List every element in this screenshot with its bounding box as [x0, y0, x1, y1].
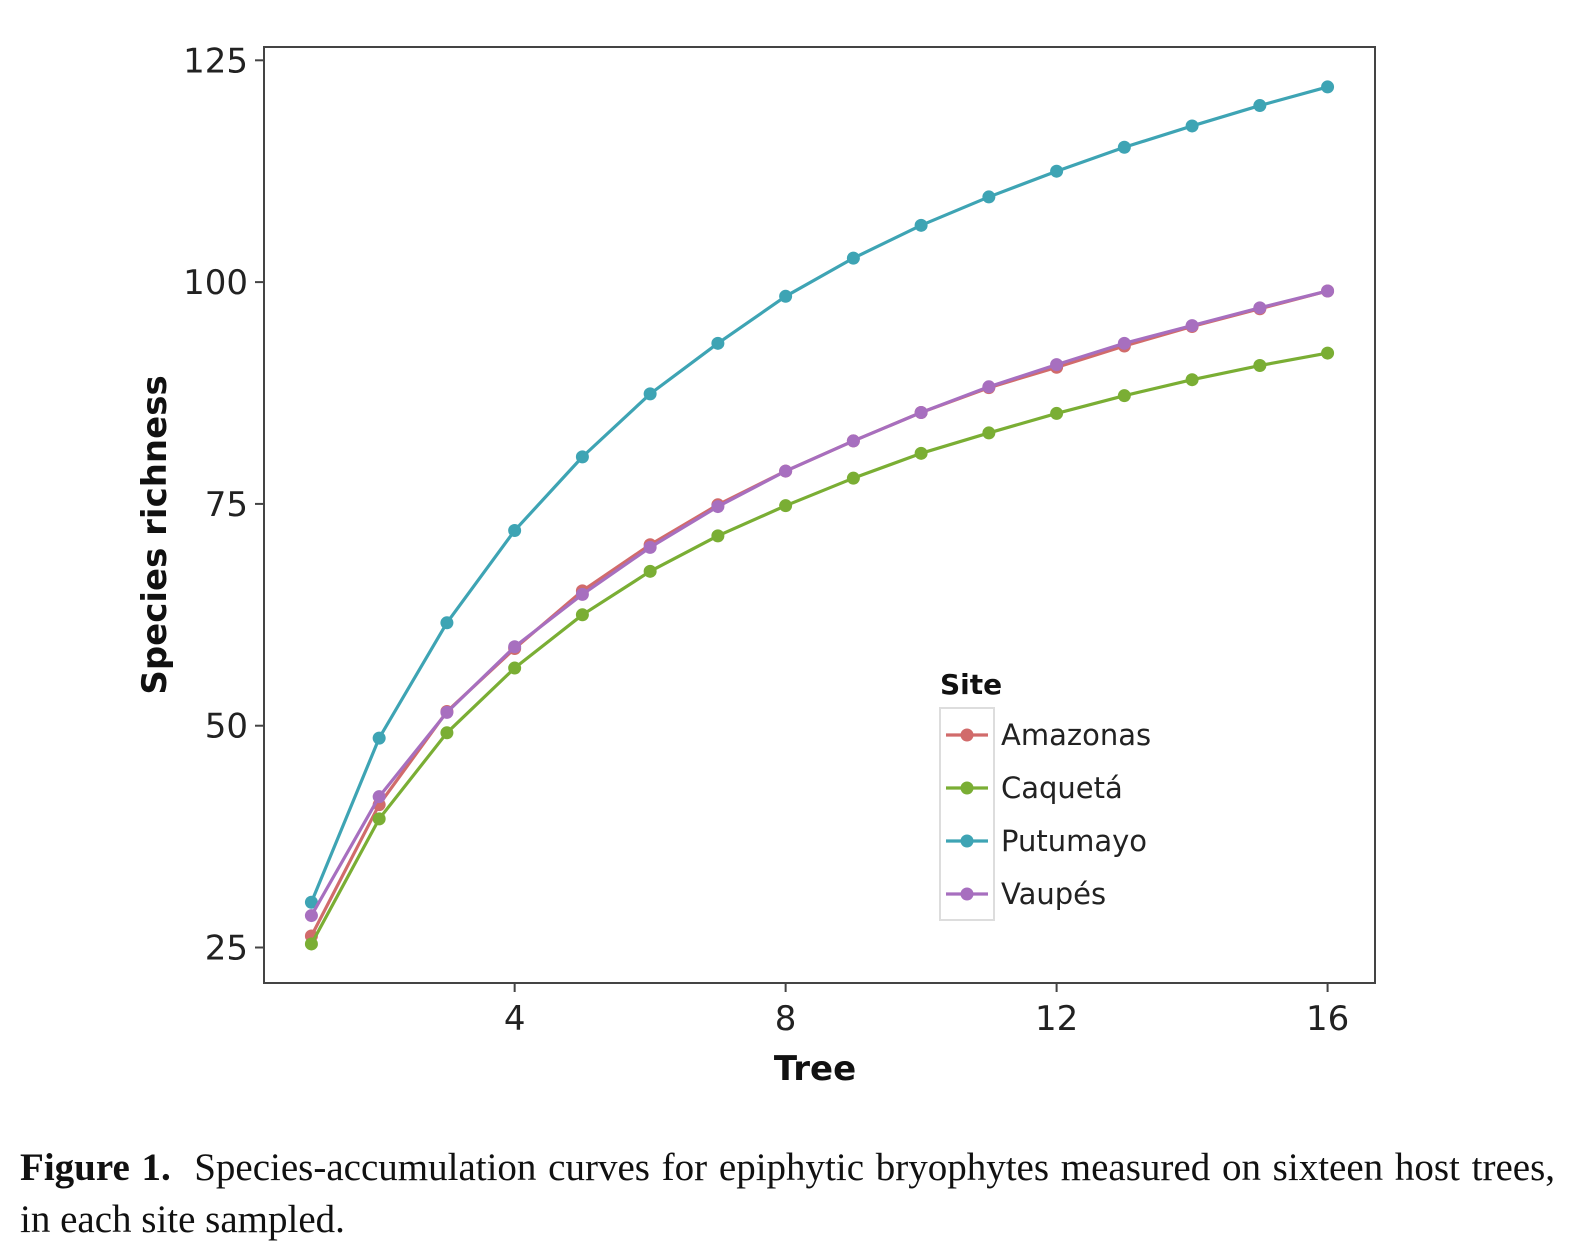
data-point: [982, 380, 996, 394]
data-point: [304, 895, 318, 909]
caption-text: Species-accumulation curves for epiphyti…: [20, 1146, 1555, 1241]
data-point: [372, 731, 386, 745]
data-point: [372, 812, 386, 826]
data-point: [846, 434, 860, 448]
data-point: [1050, 358, 1064, 372]
data-point: [1253, 99, 1267, 113]
legend-item: Amazonas: [946, 718, 1151, 752]
data-point: [846, 251, 860, 265]
series-vaupes: [304, 284, 1335, 923]
data-point: [1253, 359, 1267, 373]
legend-key-point: [960, 781, 974, 795]
data-point: [914, 406, 928, 420]
data-point: [1185, 319, 1199, 333]
data-point: [575, 608, 589, 622]
series-caqueta: [304, 346, 1335, 951]
y-tick-label: 75: [205, 485, 248, 525]
data-point: [643, 540, 657, 554]
legend-key-box: [939, 707, 995, 921]
series-layer: [304, 80, 1335, 951]
data-point: [1321, 80, 1335, 94]
data-point: [575, 450, 589, 464]
data-point: [779, 499, 793, 513]
data-point: [1117, 389, 1131, 403]
x-tick-label: 16: [1306, 999, 1349, 1039]
data-point: [711, 500, 725, 514]
data-point: [1050, 164, 1064, 178]
data-point: [914, 446, 928, 460]
legend: Site Amazonas Caquetá Putumayo Vaupés: [939, 668, 1151, 921]
series-line: [310, 289, 1328, 917]
series-line: [310, 351, 1328, 945]
x-tick-label: 4: [504, 999, 526, 1039]
data-point: [304, 937, 318, 951]
data-point: [1321, 284, 1335, 298]
x-tick-label: 8: [775, 999, 797, 1039]
caption-label: Figure 1.: [20, 1146, 171, 1189]
data-point: [982, 190, 996, 204]
data-point: [1185, 119, 1199, 133]
x-axis: 4 8 12 16: [504, 983, 1349, 1039]
plot-panel: [263, 46, 1376, 984]
y-tick-label: 50: [205, 707, 248, 747]
legend-item: Vaupés: [946, 877, 1106, 911]
legend-key-point: [960, 728, 974, 742]
legend-title: Site: [940, 668, 1002, 701]
legend-label: Vaupés: [1001, 877, 1106, 911]
legend-key-point: [960, 887, 974, 901]
data-point: [508, 524, 522, 538]
data-point: [440, 616, 454, 630]
x-tick-label: 12: [1035, 999, 1078, 1039]
data-point: [440, 705, 454, 719]
series-putumayo: [304, 80, 1335, 909]
data-point: [643, 564, 657, 578]
legend-label: Caquetá: [1001, 771, 1123, 805]
data-point: [982, 426, 996, 440]
data-point: [1321, 346, 1335, 360]
chart: 25 50 75 100 125 4 8 12 16 Tree Species richnes…: [135, 41, 1376, 1089]
y-axis: 25 50 75 100 125: [183, 41, 264, 969]
legend-item: Putumayo: [946, 824, 1147, 858]
data-point: [711, 336, 725, 350]
y-axis-title: Species richness: [135, 375, 175, 694]
data-point: [508, 640, 522, 654]
data-point: [440, 726, 454, 740]
y-tick-label: 100: [183, 263, 248, 303]
x-axis-title: Tree: [774, 1049, 856, 1089]
data-point: [1117, 140, 1131, 154]
series-line: [309, 85, 1329, 903]
legend-item: Caquetá: [946, 771, 1123, 805]
data-point: [643, 387, 657, 401]
data-point: [1253, 301, 1267, 315]
data-point: [575, 587, 589, 601]
data-point: [372, 790, 386, 804]
figure-caption: Figure 1. Species-accumulation curves fo…: [20, 1142, 1555, 1246]
y-tick-label: 125: [183, 41, 248, 81]
legend-key-point: [960, 834, 974, 848]
data-point: [914, 218, 928, 232]
data-point: [1117, 336, 1131, 350]
data-point: [779, 289, 793, 303]
data-point: [1185, 373, 1199, 387]
legend-label: Putumayo: [1001, 824, 1147, 858]
legend-label: Amazonas: [1001, 718, 1151, 752]
data-point: [846, 471, 860, 485]
data-point: [508, 661, 522, 675]
data-point: [1050, 406, 1064, 420]
y-tick-label: 25: [205, 929, 248, 969]
data-point: [711, 529, 725, 543]
data-point: [779, 464, 793, 478]
data-point: [304, 909, 318, 923]
